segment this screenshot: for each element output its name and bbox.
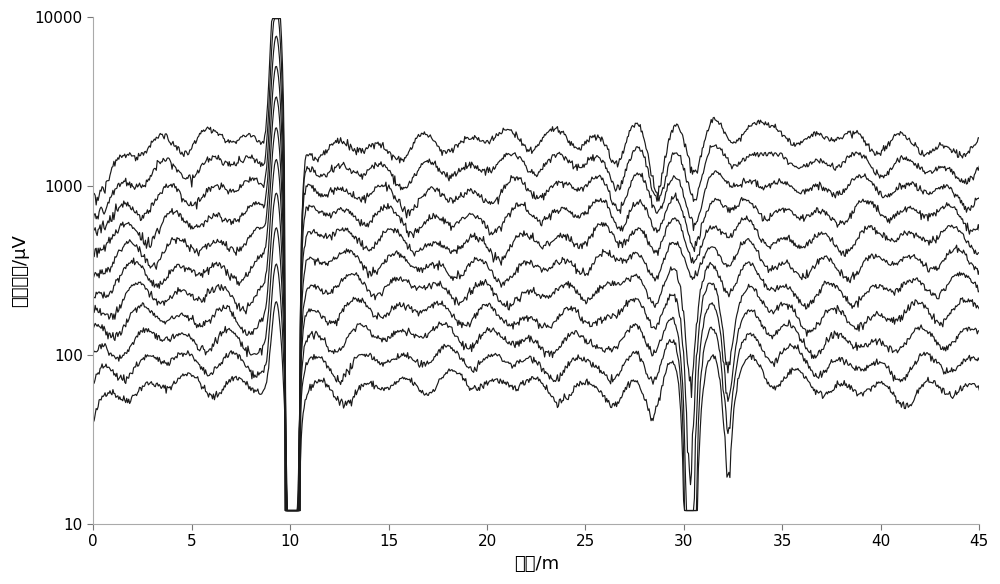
X-axis label: 距离/m: 距离/m [514,555,559,573]
Y-axis label: 信号幅値/μV: 信号幅値/μV [11,234,29,307]
